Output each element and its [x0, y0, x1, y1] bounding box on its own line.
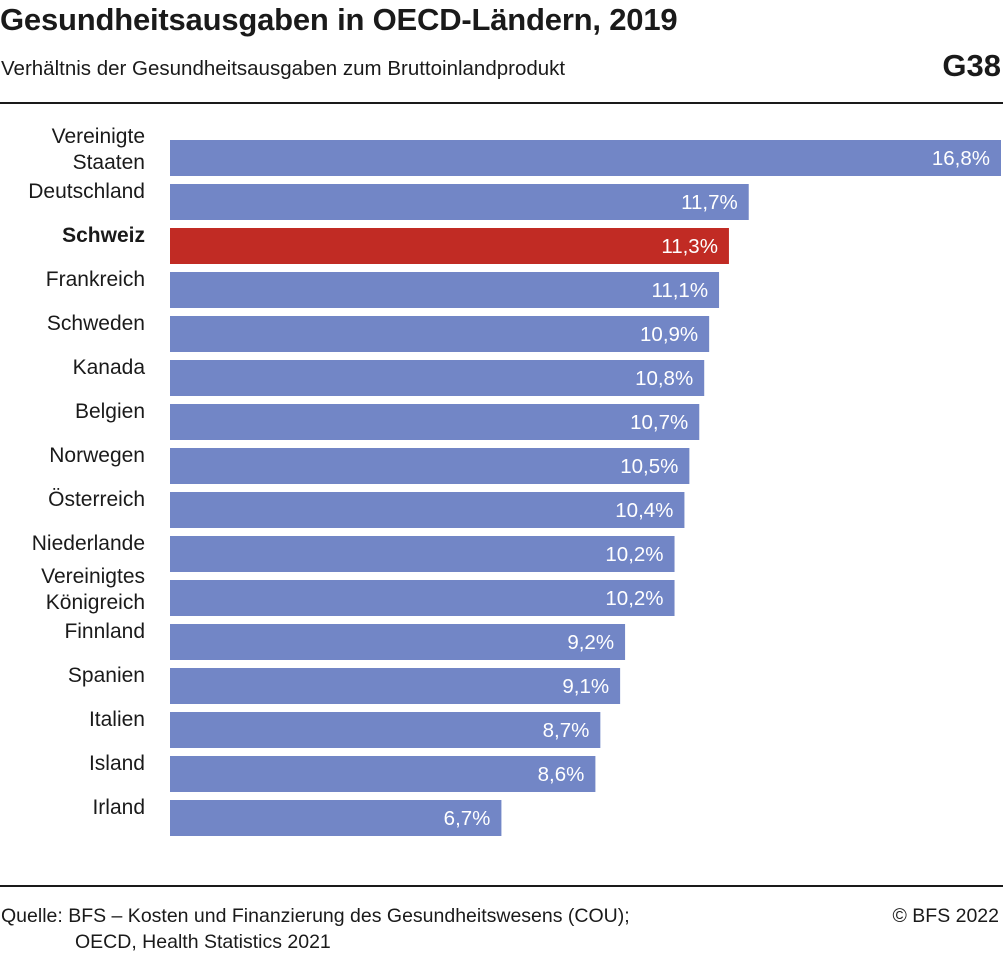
category-label-5: Kanada	[73, 356, 146, 379]
category-label-13: Italien	[89, 708, 145, 731]
bar-value-label-1: 11,7%	[681, 191, 738, 214]
bar-value-label-4: 10,9%	[640, 323, 698, 346]
bar-1	[170, 184, 749, 220]
bar-value-label-3: 11,1%	[651, 279, 708, 302]
category-label-0: Vereinigte Staaten	[52, 125, 145, 174]
bar-11	[170, 624, 626, 660]
category-label-14: Island	[89, 752, 145, 775]
bar-value-label-13: 8,7%	[543, 719, 590, 742]
category-label-9: Niederlande	[32, 532, 145, 555]
source-line-2: OECD, Health Statistics 2021	[75, 931, 331, 953]
bar-15	[170, 800, 502, 836]
category-label-1: Deutschland	[28, 180, 145, 203]
bar-5	[170, 360, 705, 396]
bar-value-label-9: 10,2%	[605, 543, 663, 566]
category-label-0-line-1: Staaten	[73, 151, 145, 174]
category-label-0-line-0: Vereinigte	[52, 125, 145, 148]
bar-14	[170, 756, 596, 792]
bar-12	[170, 668, 621, 704]
category-label-7: Norwegen	[49, 444, 145, 467]
bar-9	[170, 536, 675, 572]
category-label-3: Frankreich	[46, 268, 145, 291]
bar-value-label-14: 8,6%	[538, 763, 585, 786]
bar-8	[170, 492, 685, 528]
bar-value-label-15: 6,7%	[444, 807, 491, 830]
footer-divider	[0, 885, 1003, 887]
source-line-1: Quelle: BFS – Kosten und Finanzierung de…	[1, 905, 630, 927]
category-label-15: Irland	[92, 796, 145, 819]
bar-value-label-11: 9,2%	[567, 631, 614, 654]
copyright-note: © BFS 2022	[892, 905, 999, 927]
category-label-8: Österreich	[48, 488, 145, 511]
category-label-10: Vereinigtes Königreich	[41, 565, 145, 614]
bar-value-label-2: 11,3%	[661, 235, 718, 258]
bar-6	[170, 404, 700, 440]
header-divider	[0, 102, 1003, 104]
category-label-4: Schweden	[47, 312, 145, 335]
bar-value-label-10: 10,2%	[605, 587, 663, 610]
bar-3	[170, 272, 720, 308]
source-note: Quelle: BFS – Kosten und Finanzierung de…	[1, 903, 630, 955]
figure-code: G38	[942, 48, 1001, 83]
category-label-10-line-0: Vereinigtes	[41, 565, 145, 588]
category-label-2: Schweiz	[62, 224, 145, 247]
bar-13	[170, 712, 601, 748]
bar-7	[170, 448, 690, 484]
chart-subtitle: Verhältnis der Gesundheitsausgaben zum B…	[1, 57, 566, 80]
bar-value-label-8: 10,4%	[615, 499, 673, 522]
bar-value-label-5: 10,8%	[635, 367, 693, 390]
bar-value-label-6: 10,7%	[630, 411, 688, 434]
bar-value-label-12: 9,1%	[562, 675, 609, 698]
bar-chart: 16,8% Vereinigte Staaten 11,7% Deutschland 11…	[28, 125, 1001, 836]
category-label-10-line-1: Königreich	[46, 591, 145, 614]
chart-title: Gesundheitsausgaben in OECD-Ländern, 201…	[0, 2, 678, 37]
bar-2	[170, 228, 729, 264]
category-label-6: Belgien	[75, 400, 145, 423]
bar-value-label-7: 10,5%	[620, 455, 678, 478]
bar-4	[170, 316, 710, 352]
bar-value-label-0: 16,8%	[932, 147, 990, 170]
category-label-12: Spanien	[68, 664, 145, 687]
bar-0	[170, 140, 1001, 176]
category-label-11: Finnland	[64, 620, 145, 643]
bar-10	[170, 580, 675, 616]
